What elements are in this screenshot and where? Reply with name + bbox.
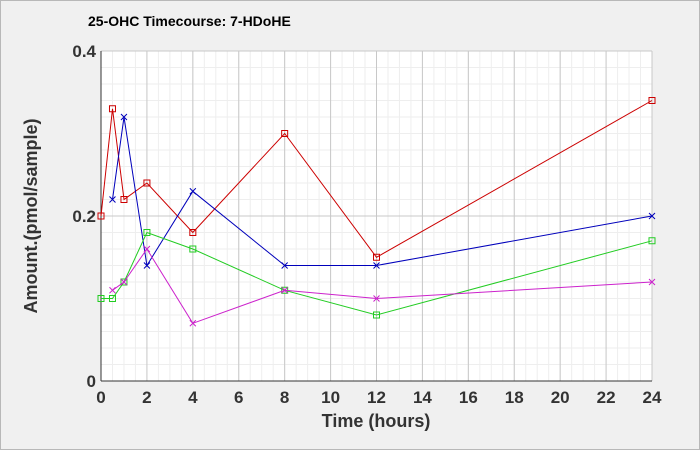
y-tick-label: 0 bbox=[87, 372, 96, 391]
y-tick-labels: 0 0.2 0.4 bbox=[72, 42, 96, 391]
data-point-square bbox=[120, 278, 128, 286]
data-point-square bbox=[143, 229, 151, 236]
x-tick-label: 18 bbox=[505, 388, 524, 407]
x-tick-label: 0 bbox=[96, 388, 105, 407]
series-4 bbox=[109, 245, 656, 327]
x-tick-label: 14 bbox=[413, 388, 432, 407]
data-point-x bbox=[143, 262, 151, 269]
major-gridlines bbox=[100, 50, 653, 382]
data-point-x bbox=[120, 278, 128, 286]
data-point-square bbox=[189, 229, 197, 236]
data-point-x bbox=[281, 262, 289, 269]
chart-title: 25-OHC Timecourse: 7-HDoHE bbox=[88, 13, 291, 29]
x-tick-label: 10 bbox=[321, 388, 340, 407]
series-3 bbox=[97, 229, 656, 319]
data-point-x bbox=[143, 245, 151, 253]
data-point-square bbox=[373, 311, 380, 319]
y-tick-label: 0.2 bbox=[72, 207, 96, 226]
x-axis-label: Time (hours) bbox=[322, 411, 431, 431]
x-tick-labels: 0 2 4 6 8 10 12 14 16 18 20 22 24 bbox=[96, 388, 662, 407]
data-point-x bbox=[373, 262, 380, 269]
data-point-x bbox=[648, 212, 656, 220]
x-tick-label: 12 bbox=[367, 388, 386, 407]
x-tick-label: 4 bbox=[188, 388, 198, 407]
x-tick-label: 8 bbox=[280, 388, 289, 407]
x-tick-label: 24 bbox=[643, 388, 662, 407]
data-point-x bbox=[189, 187, 197, 195]
data-point-square bbox=[281, 130, 289, 137]
x-tick-label: 22 bbox=[597, 388, 616, 407]
data-point-square bbox=[108, 105, 116, 113]
y-tick-label: 0.4 bbox=[72, 42, 96, 61]
data-point-x bbox=[109, 286, 116, 294]
data-point-square bbox=[373, 253, 380, 261]
data-point-square bbox=[108, 295, 116, 302]
series-1 bbox=[97, 97, 656, 261]
x-tick-label: 2 bbox=[142, 388, 151, 407]
series-2 bbox=[109, 113, 656, 269]
x-tick-label: 20 bbox=[551, 388, 570, 407]
data-point-square bbox=[97, 295, 105, 302]
data-point-square bbox=[143, 179, 151, 187]
data-point-square bbox=[648, 237, 656, 245]
data-point-square bbox=[648, 97, 656, 104]
data-point-square bbox=[97, 212, 105, 220]
data-point-x bbox=[373, 295, 380, 302]
data-point-x bbox=[648, 278, 656, 286]
y-axis-label: Amount.(pmol/sample) bbox=[21, 118, 41, 313]
x-tick-label: 16 bbox=[459, 388, 478, 407]
data-point-x bbox=[189, 319, 197, 327]
series-layer bbox=[97, 97, 656, 327]
x-tick-label: 6 bbox=[234, 388, 243, 407]
data-point-square bbox=[189, 245, 197, 253]
data-point-x bbox=[281, 286, 289, 294]
data-point-x bbox=[109, 196, 116, 203]
data-point-square bbox=[120, 196, 128, 203]
series-line bbox=[100, 100, 653, 258]
data-point-x bbox=[120, 113, 128, 121]
